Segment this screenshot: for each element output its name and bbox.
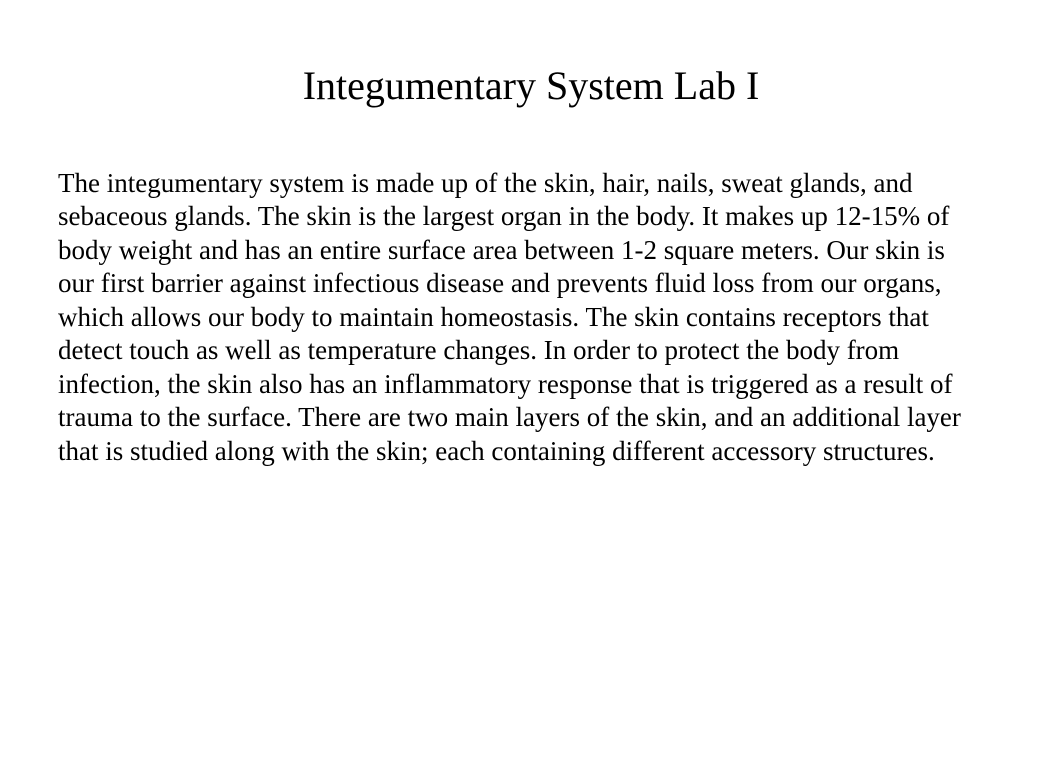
slide-container: Integumentary System Lab I The integumen… (0, 0, 1062, 781)
slide-title: Integumentary System Lab I (0, 62, 1062, 109)
slide-body-text: The integumentary system is made up of t… (0, 167, 1062, 468)
